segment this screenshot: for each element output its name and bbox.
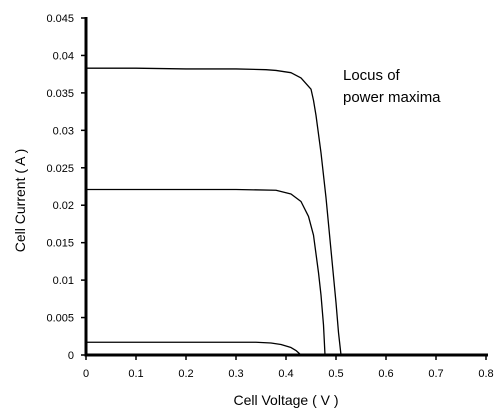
x-tick-label: 0.8 xyxy=(478,368,493,380)
y-tick-label: 0.03 xyxy=(53,125,74,137)
x-tick-label: 0.5 xyxy=(328,368,343,380)
x-tick-label: 0.6 xyxy=(378,368,393,380)
y-axis-ticks: 0 0.005 0.01 0.015 0.02 0.025 0.03 0.035 0.04 0.0… xyxy=(46,13,86,362)
y-tick-label: 0.015 xyxy=(46,238,74,250)
y-tick-label: 0.005 xyxy=(46,313,74,325)
annotation-line-1: Locus of xyxy=(343,67,401,84)
x-tick-label: 0.1 xyxy=(128,368,143,380)
y-tick-label: 0.025 xyxy=(46,163,74,175)
y-tick-label: 0.01 xyxy=(53,275,74,287)
x-tick-label: 0.2 xyxy=(178,368,193,380)
y-tick-label: 0.045 xyxy=(46,13,74,25)
annotation-locus: Locus of power maxima xyxy=(343,67,441,106)
x-tick-label: 0.7 xyxy=(428,368,443,380)
y-tick-label: 0.035 xyxy=(46,88,74,100)
y-tick-label: 0.04 xyxy=(53,50,74,62)
iv-curve-1 xyxy=(86,67,486,356)
x-axis-ticks: 0 0.1 0.2 0.3 0.4 0.5 0.6 0.7 0.8 xyxy=(83,355,494,380)
y-axis-title: Cell Current ( A ) xyxy=(12,149,28,252)
annotation-line-2: power maxima xyxy=(343,89,441,106)
x-tick-label: 0 xyxy=(83,368,89,380)
x-tick-label: 0.3 xyxy=(228,368,243,380)
curves xyxy=(86,67,486,356)
y-tick-label: 0 xyxy=(68,350,74,362)
x-axis-title: Cell Voltage ( V ) xyxy=(233,392,338,408)
iv-curve-2 xyxy=(86,188,486,356)
x-tick-label: 0.4 xyxy=(278,368,293,380)
y-tick-label: 0.02 xyxy=(53,200,74,212)
iv-curve-3 xyxy=(86,341,486,356)
